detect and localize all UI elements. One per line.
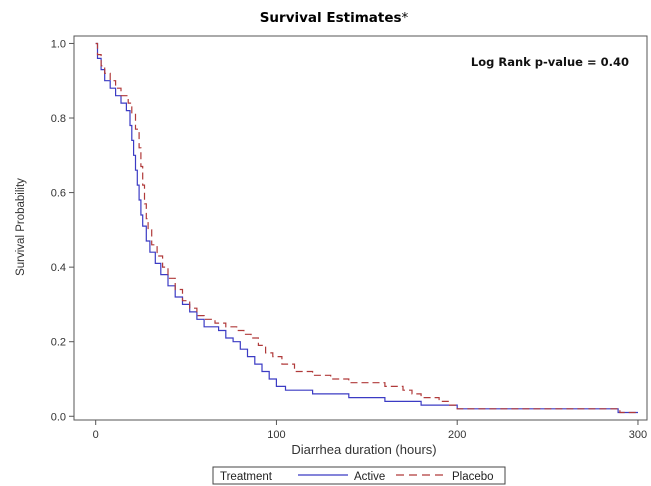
legend-label-placebo: Placebo xyxy=(452,471,494,483)
y-axis-label: Survival Probability xyxy=(15,178,27,276)
series-line-active xyxy=(95,42,638,414)
log-rank-annotation: Log Rank p-value = 0.40 xyxy=(471,55,629,69)
x-axis: 0 100 200 300 xyxy=(93,420,647,441)
y-tick-label: 0.2 xyxy=(51,337,66,349)
x-tick-label: 200 xyxy=(448,429,466,441)
legend-title: Treatment xyxy=(220,471,273,483)
y-axis: 0.0 0.2 0.4 0.6 0.8 1.0 xyxy=(51,38,74,423)
legend: Treatment Active Placebo xyxy=(212,466,506,485)
legend-label-active: Active xyxy=(354,471,385,483)
plot-frame xyxy=(73,35,648,421)
y-tick-label: 0.4 xyxy=(51,262,66,274)
x-tick-label: 0 xyxy=(93,429,99,441)
chart-title: Survival Estimates* xyxy=(260,10,409,26)
y-tick-label: 0.8 xyxy=(51,113,66,125)
legend-box xyxy=(212,466,506,485)
y-tick-label: 1.0 xyxy=(51,38,66,50)
series-line-placebo xyxy=(95,42,638,414)
series-layer xyxy=(95,42,638,414)
x-axis-label: Diarrhea duration (hours) xyxy=(291,442,436,457)
y-tick-label: 0.0 xyxy=(51,411,66,423)
x-tick-label: 300 xyxy=(629,429,647,441)
x-tick-label: 100 xyxy=(267,429,285,441)
y-tick-label: 0.6 xyxy=(51,188,66,200)
